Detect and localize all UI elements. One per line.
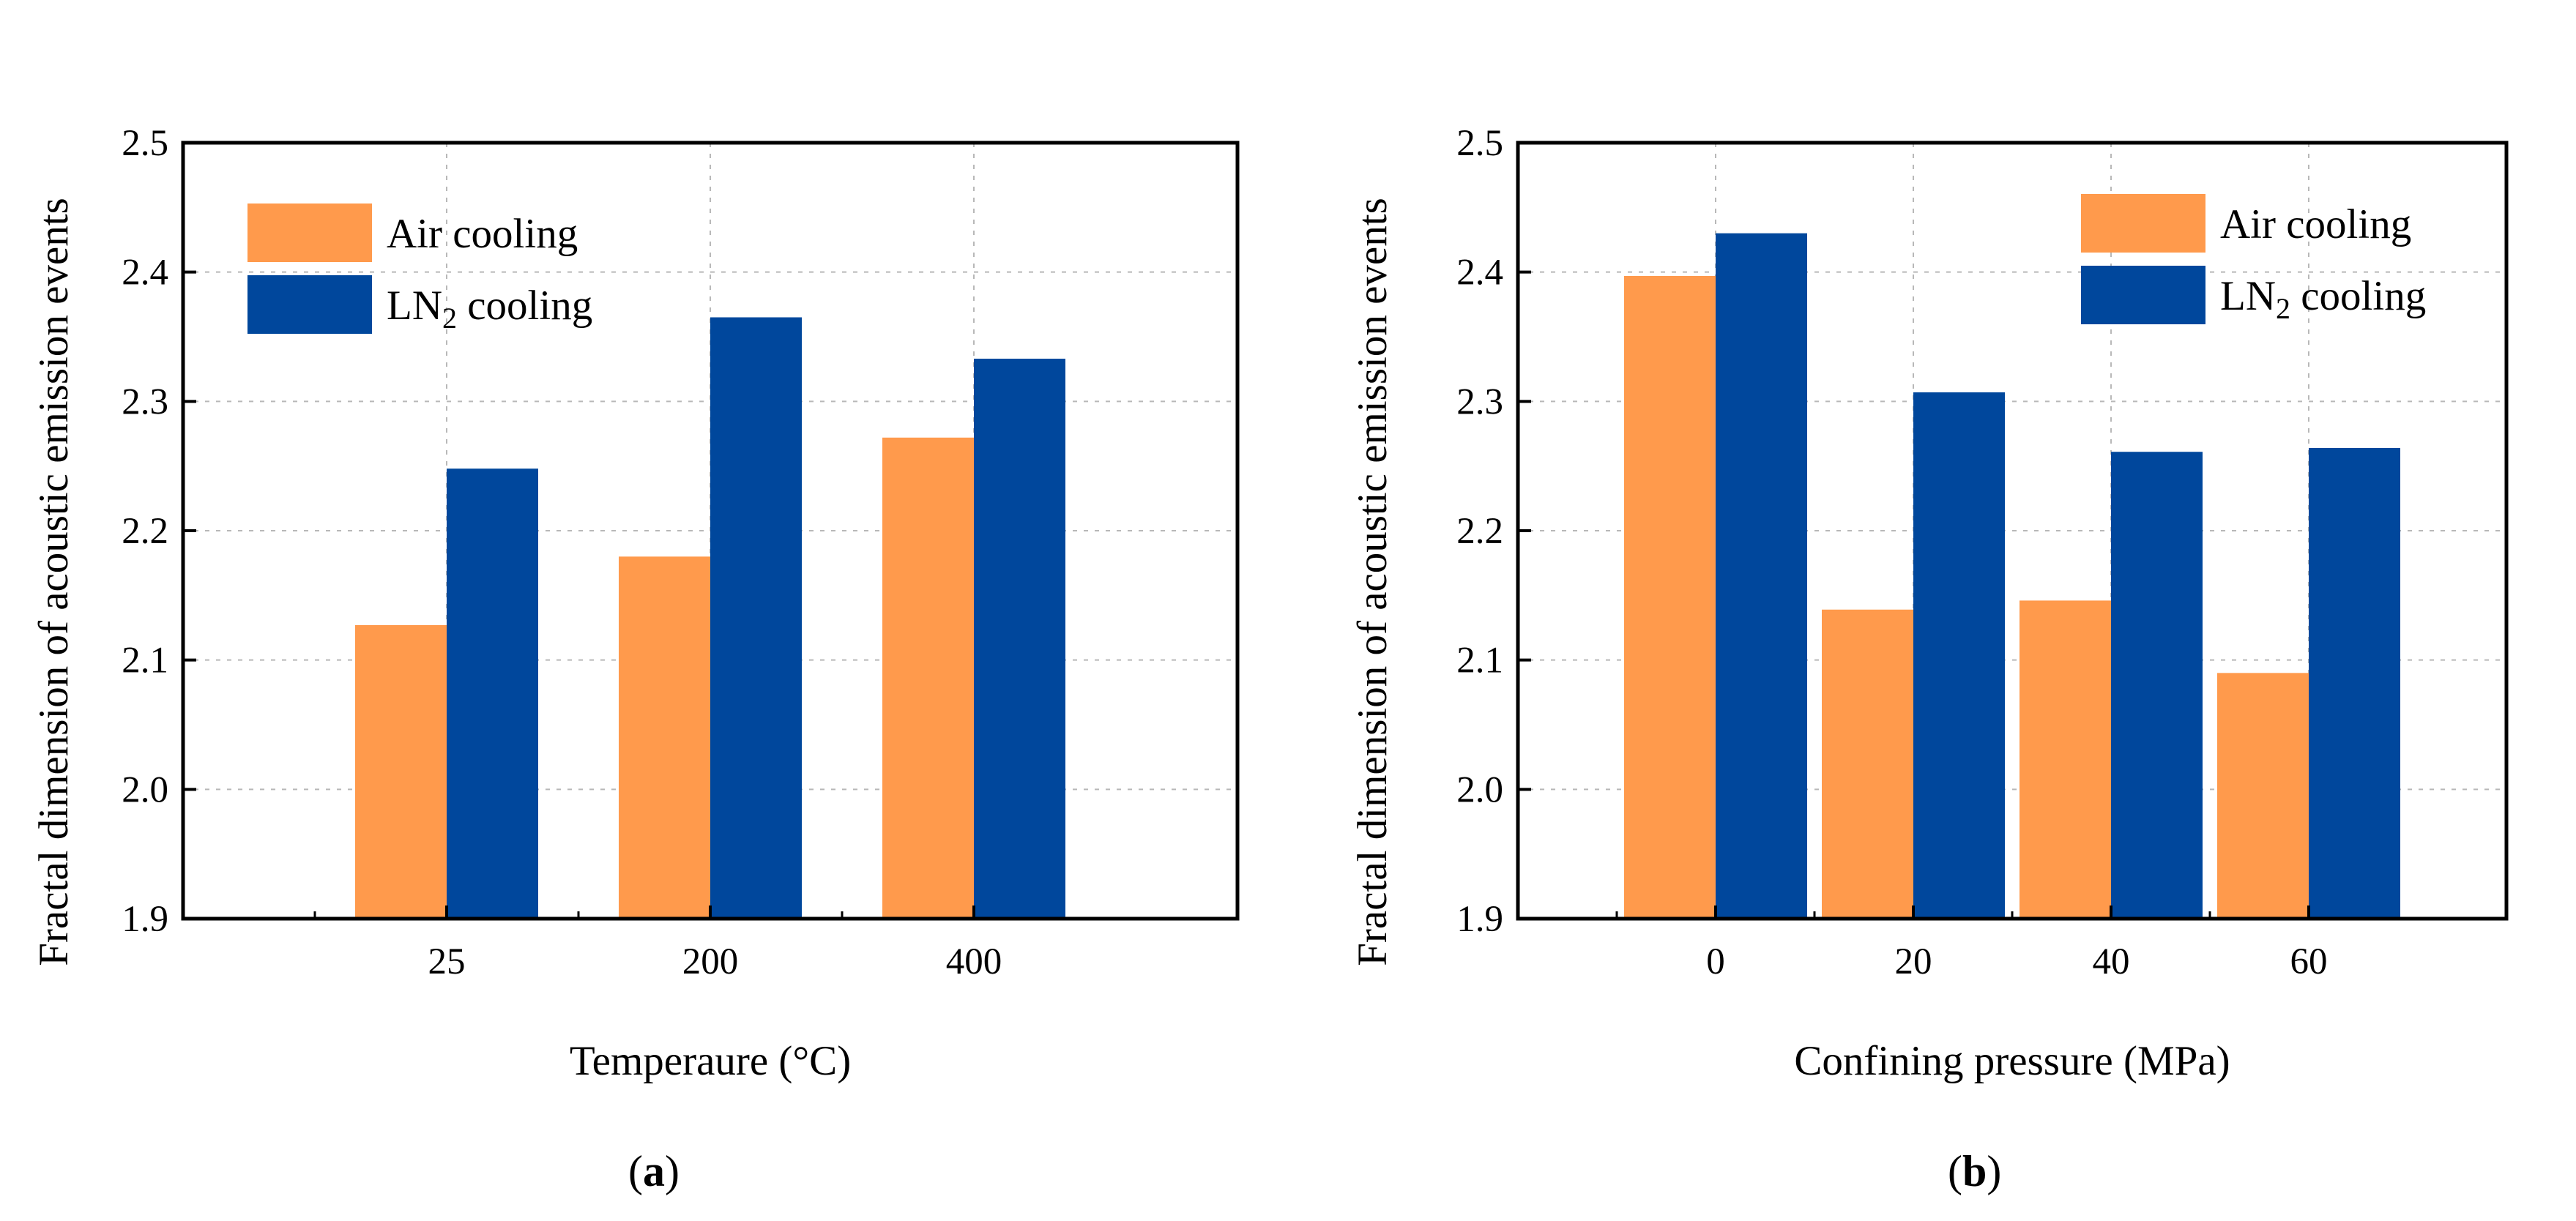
legend-swatch-ln2 [247, 275, 372, 334]
x-tick-label: 60 [2290, 941, 2328, 982]
x-tick-label: 200 [682, 941, 739, 982]
y-tick-label: 2.3 [122, 381, 168, 422]
panel-label: (a) [628, 1147, 680, 1195]
chart-panel-b: 1.9 2.0 2.1 2.2 2.3 2.4 2.5 0 20 40 60 Confining pr… [1350, 123, 2509, 1195]
legend-swatch-air [2081, 194, 2205, 253]
bar-air-0 [1624, 275, 1716, 919]
y-tick-label: 2.1 [1456, 641, 1503, 682]
bar-air-60 [2217, 673, 2309, 919]
y-tick-label: 1.9 [122, 899, 168, 940]
bar-ln2-60 [2309, 447, 2400, 919]
y-tick-label: 2.5 [122, 123, 168, 164]
bar-ln2-400 [974, 359, 1065, 919]
x-axis-label: Temperaure (°C) [570, 1038, 851, 1084]
bar-air-400 [882, 437, 974, 919]
y-axis-label: Fractal dimension of acoustic emission e… [1350, 198, 1396, 966]
x-tick-label: 0 [1706, 941, 1725, 982]
x-tick-label: 40 [2093, 941, 2130, 982]
bar-air-20 [1822, 609, 1913, 919]
y-tick-label: 2.4 [122, 253, 168, 294]
bar-ln2-200 [710, 317, 802, 919]
legend-swatch-ln2 [2081, 266, 2205, 324]
bar-air-40 [2020, 600, 2111, 919]
panel-label: (b) [1948, 1147, 2001, 1195]
bar-air-25 [355, 624, 447, 919]
bar-ln2-0 [1716, 233, 1807, 919]
y-tick-label: 2.3 [1456, 381, 1503, 422]
legend-swatch-air [247, 204, 372, 262]
y-tick-label: 2.2 [1456, 511, 1503, 552]
y-tick-label: 2.5 [1456, 123, 1503, 164]
y-tick-label: 1.9 [1456, 899, 1503, 940]
bar-ln2-25 [447, 468, 538, 919]
y-tick-label: 2.0 [1456, 769, 1503, 810]
legend-label-ln2: LN2 cooling [387, 283, 592, 335]
x-axis-label: Confining pressure (MPa) [1794, 1038, 2230, 1084]
chart-panel-a: 1.9 2.0 2.1 2.2 2.3 2.4 2.5 25 200 400 Temperaure … [31, 123, 1240, 1195]
legend-label-air: Air cooling [387, 211, 578, 257]
x-tick-label: 20 [1895, 941, 1932, 982]
x-tick-label: 25 [428, 941, 466, 982]
x-tick-label: 400 [946, 941, 1002, 982]
y-tick-label: 2.1 [122, 641, 168, 682]
y-axis-label: Fractal dimension of acoustic emission e… [31, 198, 77, 966]
y-tick-label: 2.0 [122, 769, 168, 810]
y-tick-label: 2.2 [122, 511, 168, 552]
bar-air-200 [619, 556, 710, 919]
legend-label-air: Air cooling [2220, 201, 2411, 247]
y-tick-label: 2.4 [1456, 253, 1503, 294]
bar-ln2-40 [2111, 452, 2203, 919]
legend-label-ln2: LN2 cooling [2220, 273, 2426, 325]
bar-ln2-20 [1913, 392, 2005, 919]
